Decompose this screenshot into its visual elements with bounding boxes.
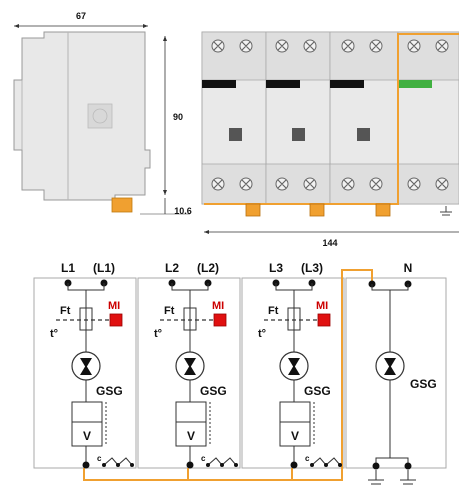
terminal-input-label: L2 xyxy=(165,261,179,275)
thermal-label: t° xyxy=(154,328,162,340)
front-module-neutral xyxy=(397,31,459,205)
indicator-icon xyxy=(109,313,123,327)
arrester-label: GSG xyxy=(200,384,227,398)
varistor-label: V xyxy=(291,429,299,443)
indicator-label: MI xyxy=(212,300,224,312)
dimension-foot-label: 10.6 xyxy=(174,206,192,216)
fuse-label: Ft xyxy=(164,305,175,317)
fuse-label: Ft xyxy=(268,305,279,317)
front-module-2 xyxy=(265,31,331,205)
front-module-3 xyxy=(329,31,399,205)
indicator-label: MI xyxy=(108,300,120,312)
terminal-output-label: (L2) xyxy=(197,261,219,275)
arrester-label: GSG xyxy=(304,384,331,398)
schematic-module-2: L2 (L2) Ft MI t° GSG V c xyxy=(154,261,238,469)
thermal-label: t° xyxy=(50,328,58,340)
terminal-output-label: (L3) xyxy=(301,261,323,275)
varistor-label: V xyxy=(187,429,195,443)
varistor-label: V xyxy=(83,429,91,443)
dimension-width-label: 67 xyxy=(76,11,86,21)
neutral-bus-wire xyxy=(83,269,373,481)
contact-label: c xyxy=(201,454,206,463)
ground-icon xyxy=(440,206,452,216)
indicator-icon xyxy=(317,313,331,327)
varistor-icon xyxy=(71,421,103,447)
ground-icon xyxy=(368,470,416,485)
front-orange-frame xyxy=(204,33,459,205)
indicator-icon xyxy=(213,313,227,327)
contact-label: c xyxy=(305,454,310,463)
logo-plate xyxy=(87,103,113,129)
thermal-label: t° xyxy=(258,328,266,340)
arrester-label: GSG xyxy=(410,377,437,391)
terminal-input-label: L3 xyxy=(269,261,283,275)
terminal-neutral-label: N xyxy=(404,261,413,275)
terminal-output-label: (L1) xyxy=(93,261,115,275)
front-module-1 xyxy=(201,31,267,205)
dimension-height-label: 90 xyxy=(173,112,183,122)
terminal-input-label: L1 xyxy=(61,261,75,275)
side-foot-connector xyxy=(111,197,133,213)
fuse-label: Ft xyxy=(60,305,71,317)
arrester-label: GSG xyxy=(96,384,123,398)
varistor-icon xyxy=(175,421,207,447)
contact-label: c xyxy=(97,454,102,463)
dimension-length-label: 144 xyxy=(322,238,337,248)
varistor-icon xyxy=(279,421,311,447)
schematic-module-1: L1 (L1) Ft MI t° GSG V c xyxy=(50,261,134,469)
side-housing xyxy=(13,31,151,201)
schematic-module-neutral: N GSG xyxy=(368,261,437,485)
wiring-schematic: L1 (L1) Ft MI t° GSG V c xyxy=(33,261,447,485)
side-view: 67 90 10.6 xyxy=(13,11,192,216)
schematic-module-3: L3 (L3) Ft MI t° GSG V c xyxy=(258,261,342,469)
indicator-label: MI xyxy=(316,300,328,312)
front-view: 144 xyxy=(201,31,459,248)
